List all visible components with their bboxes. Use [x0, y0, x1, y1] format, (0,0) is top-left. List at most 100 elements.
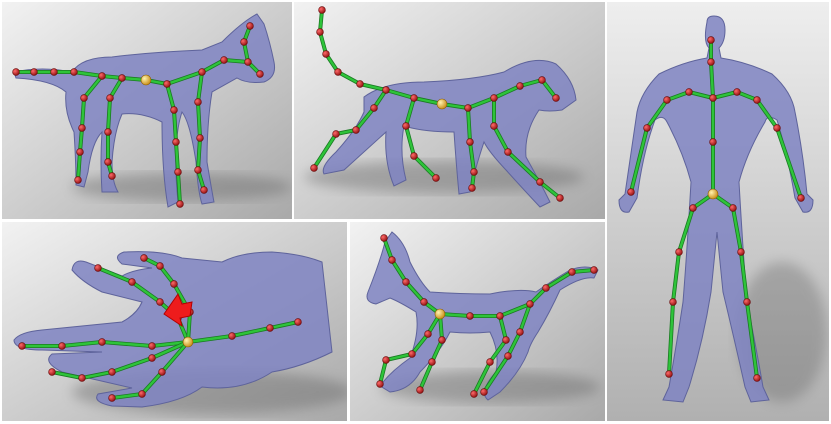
- human-joint: [665, 370, 673, 378]
- horse-bone: [518, 302, 532, 334]
- hand-joint: [148, 354, 156, 362]
- hand-bone: [268, 320, 300, 330]
- hand-bone: [186, 334, 234, 344]
- horse-joint: [542, 284, 550, 292]
- cat-joint: [80, 94, 88, 102]
- horse-joint: [486, 358, 494, 366]
- human-bone: [671, 250, 681, 304]
- lion-joint: [432, 174, 440, 182]
- cat-bone: [78, 126, 84, 154]
- hand-bone: [130, 280, 162, 304]
- human-bone: [711, 90, 739, 100]
- horse-joint: [416, 386, 424, 394]
- hand-joint: [156, 262, 164, 270]
- horse-root-joint: [434, 308, 446, 320]
- horse-bone: [544, 270, 574, 290]
- lion-bone: [354, 106, 376, 132]
- hand-bone: [140, 370, 164, 396]
- human-bone: [665, 90, 691, 102]
- lion-joint: [352, 126, 360, 134]
- hand-bone: [80, 370, 114, 380]
- cat-joint: [256, 70, 264, 78]
- hand-joint: [140, 254, 148, 262]
- hand-joint: [58, 342, 66, 350]
- horse-joint: [424, 330, 432, 338]
- hand-bones: [20, 256, 300, 400]
- horse-joint: [438, 336, 446, 344]
- cat-bone: [72, 70, 104, 78]
- cat-bone: [196, 136, 202, 172]
- cat-joint: [220, 56, 228, 64]
- horse-joint: [420, 298, 428, 306]
- cat-joint: [70, 68, 78, 76]
- hand-joint: [138, 390, 146, 398]
- lion-mesh: [322, 59, 577, 208]
- horse-joint: [496, 312, 504, 320]
- hand-skeleton-figure: [2, 222, 347, 421]
- hand-bone: [160, 340, 190, 374]
- human-joint: [685, 88, 693, 96]
- cat-joint: [98, 72, 106, 80]
- human-bone: [687, 90, 715, 100]
- cat-joint: [74, 176, 82, 184]
- lion-root-joint: [436, 98, 448, 110]
- horse-bone: [498, 314, 508, 342]
- cat-bone: [106, 96, 112, 134]
- lion-bone: [336, 70, 362, 86]
- horse-joint: [516, 328, 524, 336]
- lion-joint: [402, 122, 410, 130]
- cat-joint: [76, 148, 84, 156]
- lion-joint: [332, 130, 340, 138]
- hand-bone: [150, 340, 190, 360]
- cat-joint: [198, 68, 206, 76]
- horse-bone: [528, 286, 548, 306]
- hand-joint: [48, 368, 56, 376]
- human-joint: [753, 374, 761, 382]
- lion-bone: [466, 106, 472, 144]
- hand-bone: [110, 392, 144, 400]
- horse-bone: [482, 354, 510, 394]
- horse-joint: [402, 278, 410, 286]
- cat-bone: [76, 150, 82, 182]
- cat-joint: [104, 158, 112, 166]
- cat-bone: [196, 100, 202, 140]
- human-bone: [731, 206, 743, 254]
- horse-joint: [382, 356, 390, 364]
- human-joint: [669, 298, 677, 306]
- human-bone: [629, 126, 649, 194]
- lion-bone: [358, 82, 388, 92]
- human-joint: [689, 204, 697, 212]
- lion-joint: [370, 104, 378, 112]
- cat-panel: [2, 2, 292, 219]
- cat-joints: [12, 22, 264, 208]
- horse-bone: [378, 358, 388, 386]
- lion-bone: [404, 96, 416, 128]
- hand-joint: [228, 332, 236, 340]
- hand-root-joint: [182, 336, 194, 348]
- cat-joint: [196, 134, 204, 142]
- human-bone: [667, 300, 675, 376]
- cat-bone: [196, 70, 204, 104]
- horse-joint: [466, 312, 474, 320]
- horse-bone: [384, 352, 414, 362]
- cat-joint: [194, 98, 202, 106]
- horse-joint: [568, 268, 576, 276]
- cat-joint: [12, 68, 20, 76]
- horse-joint: [388, 256, 396, 264]
- human-joint: [663, 96, 671, 104]
- cat-joint: [170, 106, 178, 114]
- lion-bone: [492, 84, 522, 100]
- lion-joint: [410, 94, 418, 102]
- hand-joint: [108, 368, 116, 376]
- human-bones: [629, 38, 803, 380]
- lion-joint: [538, 76, 546, 84]
- cat-joint: [174, 168, 182, 176]
- horse-joint: [408, 350, 416, 358]
- hand-joint: [170, 280, 178, 288]
- lion-joint: [468, 184, 476, 192]
- horse-joints: [376, 234, 598, 398]
- cat-root-joint: [140, 74, 152, 86]
- lion-bone: [412, 154, 438, 180]
- human-bone: [645, 98, 669, 130]
- lion-bone: [540, 78, 558, 100]
